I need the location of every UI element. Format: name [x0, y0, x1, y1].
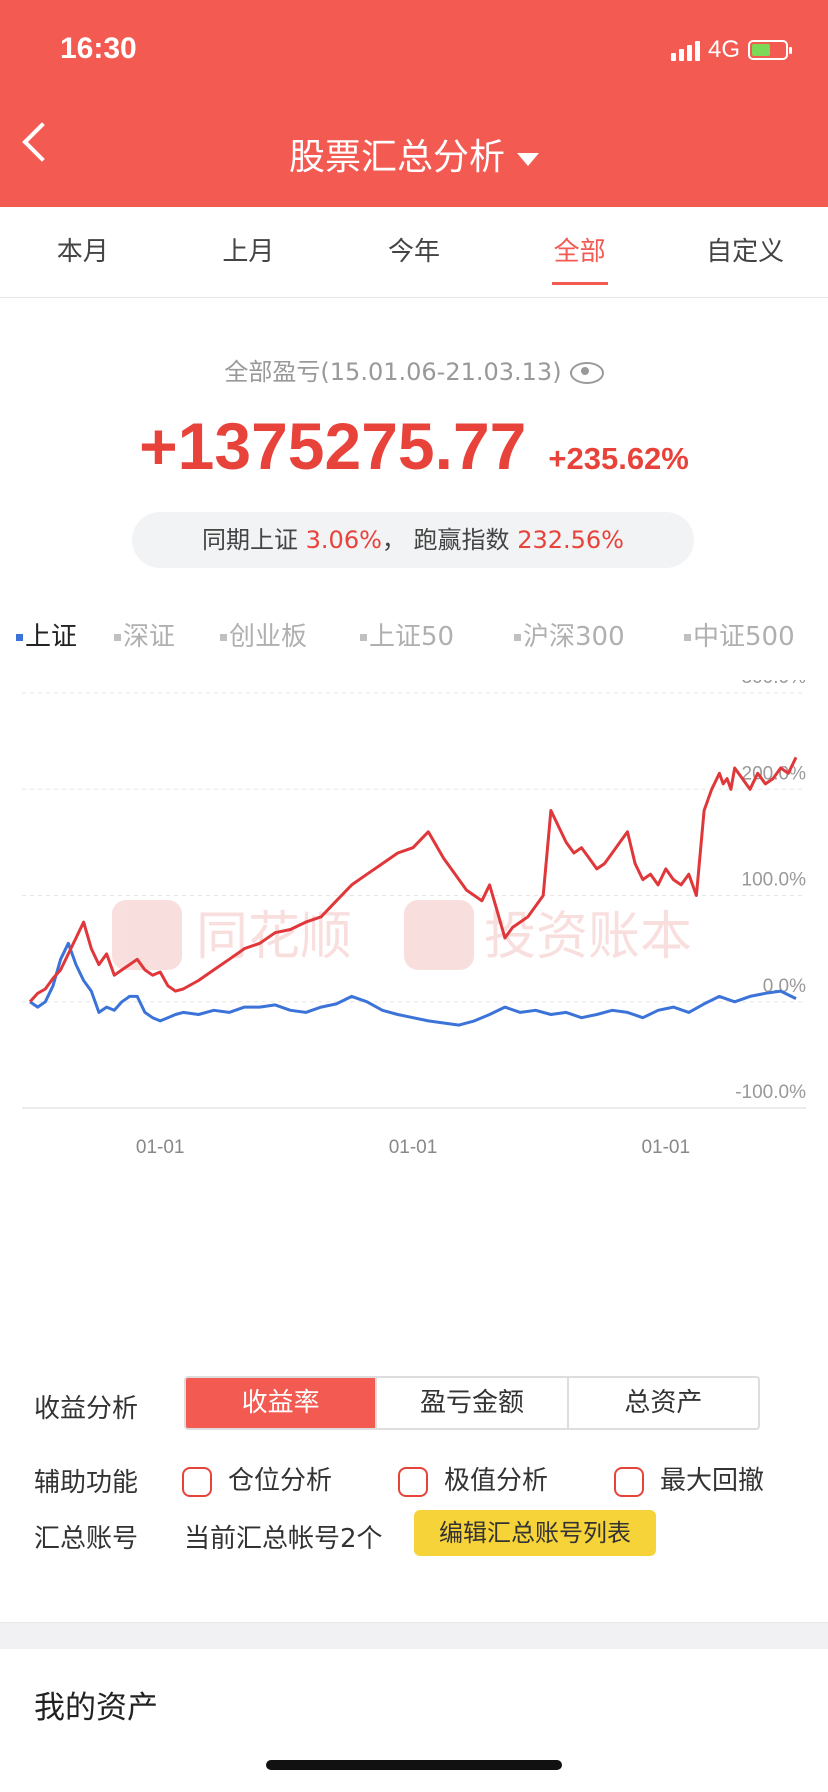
eye-icon[interactable]: [569, 362, 604, 384]
index-tab-csi500[interactable]: 中证500: [684, 616, 795, 653]
y-tick-label: -100.0%: [735, 1082, 806, 1103]
watermark-logo-icon: [112, 900, 182, 970]
checkbox-icon: [398, 1466, 428, 1497]
caret-down-icon: [517, 152, 539, 166]
compare-prefix: 同期上证: [202, 526, 299, 554]
compare-sep: ，: [381, 526, 406, 554]
portfolio-series-line: [28, 756, 798, 1003]
analysis-label: 收益分析: [34, 1394, 139, 1424]
checkbox-label: 最大回撤: [660, 1466, 765, 1496]
index-tab-shanghai[interactable]: 上证: [16, 616, 77, 653]
watermark-sub: 投资账本: [484, 907, 692, 967]
profit-summary: +1375275.77 +235.62%: [0, 408, 828, 484]
checkbox-label: 仓位分析: [228, 1466, 333, 1496]
page-title-dropdown[interactable]: 股票汇总分析: [0, 128, 828, 180]
x-axis: 01-01 01-01 01-01: [136, 1137, 690, 1158]
compare-beat-label: 跑赢指数: [413, 526, 510, 554]
index-tab-label: 沪深300: [523, 622, 625, 652]
profit-amount: +1375275.77: [139, 409, 527, 483]
account-count: 当前汇总帐号2个: [184, 1524, 383, 1554]
watermark-book-icon: [404, 900, 474, 970]
battery-icon: [748, 40, 792, 60]
index-tab-chinext[interactable]: 创业板: [220, 616, 307, 653]
account-label: 汇总账号: [34, 1524, 139, 1554]
segment-profit-amount[interactable]: 盈亏金额: [375, 1378, 566, 1428]
signal-icon: [670, 39, 700, 61]
profit-range: 全部盈亏(15.01.06-21.03.13): [0, 352, 828, 387]
period-tabs: 本月 上月 今年 全部 自定义: [0, 207, 828, 298]
x-tick-label: 01-01: [389, 1137, 438, 1158]
profit-percent: +235.62%: [548, 441, 689, 476]
section-divider: [0, 1622, 828, 1649]
checkbox-icon: [182, 1466, 212, 1497]
index-tab-label: 上证50: [369, 622, 455, 652]
y-tick-label: 200.0%: [742, 763, 807, 784]
return-chart[interactable]: 同花顺 投资账本 300.0%200.0%100.0%0.0%-100.0% 0…: [0, 680, 828, 1320]
chart-series: [28, 756, 798, 1027]
x-tick-label: 01-01: [136, 1137, 185, 1158]
my-assets-title[interactable]: 我的资产: [34, 1690, 158, 1726]
tab-custom[interactable]: 自定义: [706, 237, 785, 267]
compare-index-pct: 3.06%: [305, 526, 382, 554]
y-tick-label: 300.0%: [742, 680, 807, 688]
tab-all[interactable]: 全部: [497, 207, 663, 297]
index-tab-label: 上证: [25, 622, 78, 652]
segment-return-rate[interactable]: 收益率: [186, 1378, 376, 1428]
watermark: 同花顺 投资账本: [112, 900, 692, 970]
y-axis: 300.0%200.0%100.0%0.0%-100.0%: [735, 680, 806, 1103]
checkbox-position-analysis[interactable]: 仓位分析: [182, 1460, 332, 1497]
chart-grid: [22, 692, 806, 1109]
page-title: 股票汇总分析: [288, 137, 505, 178]
x-tick-label: 01-01: [641, 1137, 690, 1158]
y-tick-label: 100.0%: [742, 870, 807, 891]
checkbox-extreme-analysis[interactable]: 极值分析: [398, 1460, 548, 1497]
compare-beat-pct: 232.56%: [517, 526, 624, 554]
status-indicators: 4G: [670, 36, 792, 64]
watermark-brand: 同花顺: [196, 907, 352, 967]
index-tab-label: 创业板: [229, 622, 308, 652]
aux-label: 辅助功能: [34, 1468, 139, 1498]
tab-this-month[interactable]: 本月: [56, 237, 109, 267]
index-tab-label: 中证500: [693, 622, 795, 652]
range-label: 全部盈亏(15.01.06-21.03.13): [224, 358, 562, 386]
status-time: 16:30: [60, 32, 137, 65]
segment-total-assets[interactable]: 总资产: [566, 1378, 758, 1428]
home-indicator[interactable]: [266, 1760, 562, 1770]
network-type: 4G: [707, 36, 740, 63]
index-tab-shenzhen[interactable]: 深证: [114, 616, 175, 653]
index-tab-label: 深证: [123, 622, 176, 652]
edit-account-list-button[interactable]: 编辑汇总账号列表: [414, 1510, 656, 1556]
checkbox-max-drawdown[interactable]: 最大回撤: [614, 1460, 764, 1497]
checkbox-label: 极值分析: [444, 1466, 549, 1496]
checkbox-icon: [614, 1466, 644, 1497]
index-tab-sse50[interactable]: 上证50: [360, 616, 454, 653]
navigation-bar: 16:30 4G 股票汇总分析: [0, 0, 828, 207]
index-series-line: [29, 941, 797, 1027]
tab-last-month[interactable]: 上月: [222, 237, 275, 267]
index-tab-csi300[interactable]: 沪深300: [514, 616, 625, 653]
tab-this-year[interactable]: 今年: [387, 237, 440, 267]
index-selector: 上证 深证 创业板 上证50 沪深300 中证500: [0, 616, 828, 660]
analysis-segmented-control: 收益率 盈亏金额 总资产: [184, 1376, 760, 1430]
index-comparison: 同期上证 3.06%， 跑赢指数 232.56%: [132, 512, 694, 568]
